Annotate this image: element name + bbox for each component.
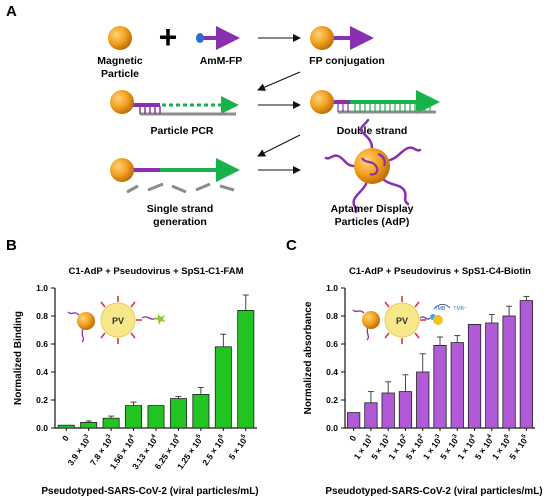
chart-c-bar [433, 344, 447, 429]
y-tick-label: 0.8 [36, 311, 48, 321]
inset-c-tmb-label: TMB [435, 306, 446, 312]
y-tick-label: 0.6 [326, 339, 338, 349]
chart-c: C1-AdP + Pseudovirus + SpS1-C4-Biotin No… [303, 266, 543, 497]
chart-b-bar [102, 417, 120, 429]
y-tick-label: 0.4 [36, 367, 48, 377]
chart-c-bar [519, 300, 533, 429]
double-strand-label: Double strand [337, 125, 408, 137]
x-tick-label: 5 × 105 [227, 433, 251, 462]
amm-fp-label: AmM-FP [200, 55, 243, 67]
x-tick-label: 0 [60, 433, 71, 443]
x-tick-label: 0 [347, 433, 358, 443]
x-tick-label: 5 × 105 [507, 433, 531, 462]
single-strand-icon [110, 158, 240, 194]
adp-label-line2: Particles (AdP) [335, 216, 410, 228]
y-tick-label: 0.0 [36, 423, 48, 433]
chart-c-bar [347, 412, 361, 429]
y-tick-label: 1.0 [326, 283, 338, 293]
chart-b-bar [237, 309, 255, 429]
chart-b-bar [192, 393, 210, 429]
chart-c-bar [502, 315, 516, 429]
chart-c-x-axis-label: Pseudotyped-SARS-CoV-2 (viral particles/… [325, 486, 542, 497]
chart-c-bar [467, 323, 482, 429]
y-tick-label: 0.0 [326, 423, 338, 433]
adp-label-line1: Aptamer Display [331, 203, 414, 215]
plus-sign: + [159, 19, 178, 55]
chart-c-title: C1-AdP + Pseudovirus + SpS1-C4-Biotin [349, 266, 531, 277]
magnetic-particle-label-line1: Magnetic [97, 55, 143, 67]
arrow-to-single-strand [257, 134, 301, 157]
chart-b-bar [80, 421, 98, 429]
y-tick-label: 0.6 [36, 339, 48, 349]
aptamer-display-particle-icon [324, 118, 422, 214]
fp-conjugation-label: FP conjugation [309, 55, 385, 67]
chart-c-bar [381, 392, 395, 429]
chart-b-bar [214, 346, 232, 429]
chart-b-title: C1-AdP + Pseudovirus + SpS1-C1-FAM [68, 266, 243, 277]
x-tick-label: 1.25 × 105 [175, 433, 206, 471]
chart-c-bar [450, 342, 464, 429]
panel-label-a: A [6, 3, 17, 20]
chart-c-bar [364, 402, 378, 429]
y-tick-label: 0.2 [326, 395, 338, 405]
chart-c-bar [416, 371, 430, 429]
arrow-to-pcr [257, 71, 301, 91]
chart-b-bar [147, 405, 165, 429]
chart-b-bar [57, 424, 75, 429]
double-strand-icon [310, 90, 440, 114]
y-tick-label: 0.8 [326, 311, 338, 321]
magnetic-particle-icon [108, 26, 132, 50]
chart-b-y-axis-label: Normalized Binding [13, 311, 24, 405]
single-strand-label-line1: Single strand [147, 203, 214, 215]
amm-fp-icon [196, 26, 240, 50]
single-strand-label-line2: generation [153, 216, 207, 228]
particle-pcr-icon [110, 90, 239, 116]
chart-c-inset-diagram: PV TMB TMB⁺ [352, 296, 467, 344]
fp-conjugated-particle-icon [310, 26, 374, 50]
chart-c-y-axis-label: Normalized absorbance [303, 301, 314, 414]
y-tick-label: 1.0 [36, 283, 48, 293]
magnetic-particle-label-line2: Particle [101, 68, 139, 80]
y-tick-label: 0.4 [326, 367, 338, 377]
chart-b-bar [169, 398, 187, 429]
particle-pcr-label: Particle PCR [150, 125, 213, 137]
chart-b-inset-diagram: PV [67, 296, 166, 344]
chart-c-bar [398, 391, 413, 429]
panel-label-c: C [286, 237, 297, 254]
chart-b-x-axis-label: Pseudotyped-SARS-CoV-2 (viral particles/… [41, 486, 258, 497]
inset-c-pv-label: PV [396, 316, 408, 326]
x-tick-label: 2.5 × 105 [200, 433, 228, 467]
panel-label-b: B [6, 237, 17, 254]
inset-c-tmb-ox-label: TMB⁺ [453, 306, 467, 312]
chart-b: C1-AdP + Pseudovirus + SpS1-C1-FAM Norma… [13, 266, 259, 497]
inset-b-pv-label: PV [112, 316, 124, 326]
y-tick-label: 0.2 [36, 395, 48, 405]
chart-b-bar [125, 405, 143, 429]
chart-c-bar [485, 322, 499, 429]
